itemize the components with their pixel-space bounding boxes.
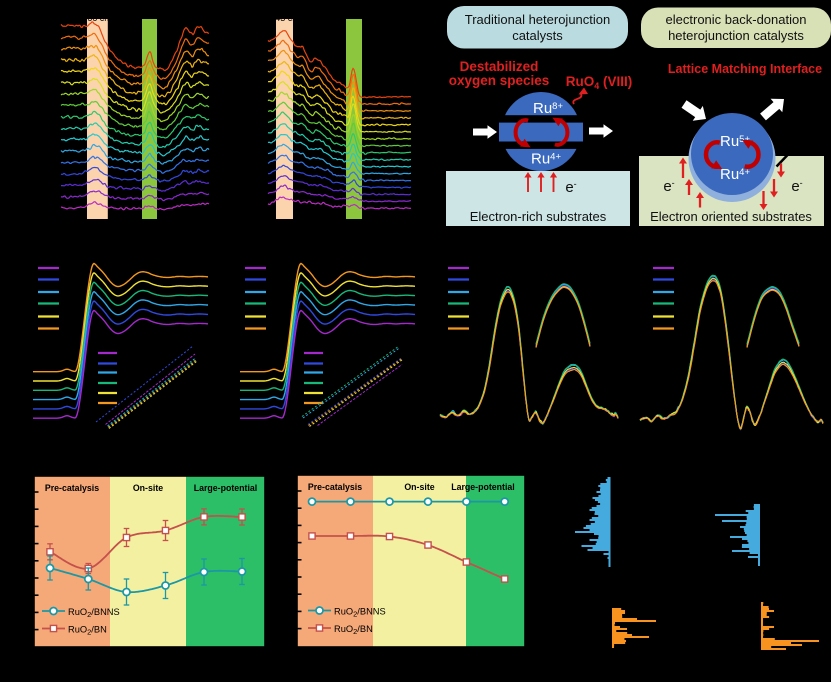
svg-text:RuO2/BNNS: RuO2/BNNS: [68, 607, 120, 619]
svg-text:Large-potential: Large-potential: [194, 483, 258, 493]
svg-text:electronic back-donation: electronic back-donation: [666, 12, 807, 27]
svg-text:On-site: On-site: [404, 482, 434, 492]
svg-text:e-: e-: [791, 178, 802, 195]
svg-text:466 cm: 466 cm: [82, 13, 112, 23]
svg-text:RuO2/BN: RuO2/BN: [334, 624, 373, 636]
svg-text:heterojunction catalysts: heterojunction catalysts: [668, 28, 804, 43]
svg-text:643 cm: 643 cm: [270, 13, 300, 23]
svg-text:RuO4 (VIII): RuO4 (VIII): [566, 74, 633, 91]
svg-text:Lattice Matching Interface: Lattice Matching Interface: [668, 62, 822, 76]
svg-text:Large-potential: Large-potential: [451, 482, 515, 492]
svg-text:Pre-catalysis: Pre-catalysis: [308, 482, 362, 492]
svg-text:Electron-rich substrates: Electron-rich substrates: [470, 209, 607, 224]
svg-text:oxygen species: oxygen species: [449, 73, 550, 88]
svg-text:catalysts: catalysts: [512, 28, 563, 43]
svg-text:RuO2/BNNS: RuO2/BNNS: [334, 606, 386, 618]
svg-text:Traditional heterojunction: Traditional heterojunction: [465, 12, 611, 27]
svg-text:On-site: On-site: [133, 483, 163, 493]
svg-text:Pre-catalysis: Pre-catalysis: [45, 483, 99, 493]
svg-text:e-: e-: [663, 178, 674, 195]
svg-text:e-: e-: [565, 179, 576, 196]
svg-text:Electron oriented substrates: Electron oriented substrates: [650, 209, 812, 224]
svg-text:RuO2/BN: RuO2/BN: [68, 624, 107, 636]
svg-text:Destabilized: Destabilized: [460, 59, 539, 74]
